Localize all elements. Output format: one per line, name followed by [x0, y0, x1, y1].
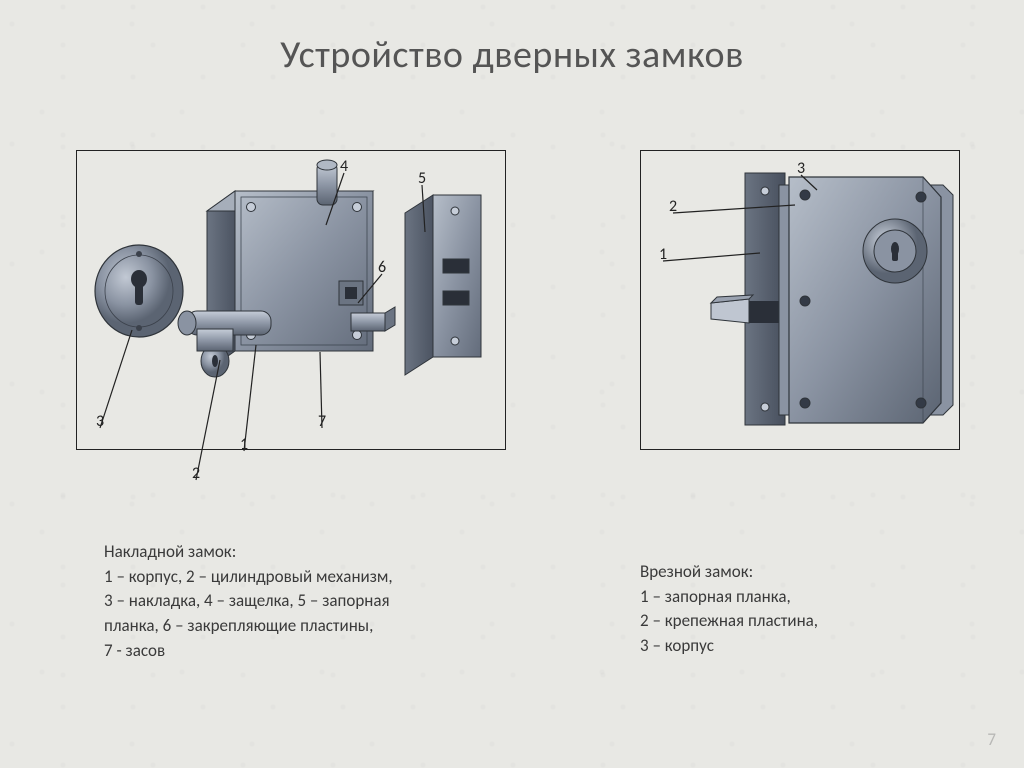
- callout-number: 4: [340, 157, 348, 176]
- caption-line: 3 – накладка, 4 – защелка, 5 – запорная: [104, 589, 393, 614]
- caption-title: Врезной замок:: [640, 560, 818, 585]
- caption-title: Накладной замок:: [104, 540, 393, 565]
- right-caption: Врезной замок:1 – запорная планка,2 – кр…: [640, 560, 818, 659]
- left-caption: Накладной замок:1 – корпус, 2 – цилиндро…: [104, 540, 393, 663]
- callout-number: 7: [318, 412, 326, 431]
- callout-number: 2: [192, 464, 200, 483]
- callout-number: 1: [240, 435, 248, 454]
- caption-line: планка, 6 – закрепляющие пластины,: [104, 614, 393, 639]
- caption-line: 7 - засов: [104, 639, 393, 664]
- callout-number: 6: [378, 258, 386, 277]
- right-diagram-box: [640, 150, 960, 450]
- caption-line: 3 – корпус: [640, 634, 818, 659]
- callout-number: 5: [418, 169, 426, 188]
- callout-number: 2: [669, 197, 677, 216]
- right-lock-drawing: [641, 151, 961, 451]
- callout-number: 1: [659, 245, 667, 264]
- page-title: Устройство дверных замков: [0, 32, 1024, 78]
- left-lock-drawing: [77, 151, 507, 451]
- caption-line: 2 – крепежная пластина,: [640, 609, 818, 634]
- caption-line: 1 – корпус, 2 – цилиндровый механизм,: [104, 565, 393, 590]
- callout-number: 3: [797, 159, 805, 178]
- left-diagram-box: [76, 150, 506, 450]
- caption-line: 1 – запорная планка,: [640, 585, 818, 610]
- callout-number: 3: [96, 412, 104, 431]
- page-number: 7: [987, 729, 996, 750]
